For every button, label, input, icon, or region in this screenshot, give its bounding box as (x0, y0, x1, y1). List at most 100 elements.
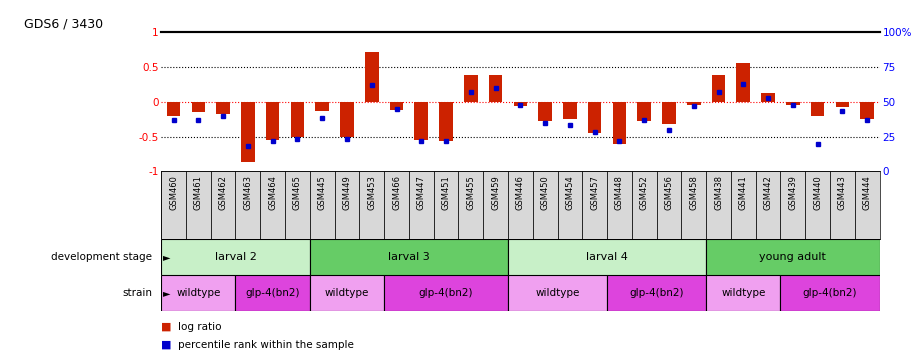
Bar (340, 102, 354, 136)
Bar (211, 171, 236, 239)
Bar (161, 239, 309, 275)
Text: GSM447: GSM447 (417, 175, 426, 210)
Text: GSM438: GSM438 (714, 175, 723, 210)
Bar (192, 102, 205, 112)
Bar (508, 275, 607, 311)
Text: glp-4(bn2): glp-4(bn2) (629, 288, 684, 298)
Bar (805, 171, 830, 239)
Text: GSM440: GSM440 (813, 175, 822, 210)
Bar (706, 239, 880, 275)
Text: ►: ► (163, 252, 170, 262)
Bar (532, 171, 557, 239)
Text: GSM441: GSM441 (739, 175, 748, 210)
Text: wildtype: wildtype (325, 288, 369, 298)
Bar (489, 75, 503, 102)
Bar (484, 171, 508, 239)
Bar (835, 102, 849, 107)
Text: GSM462: GSM462 (218, 175, 227, 210)
Bar (588, 102, 601, 133)
Text: glp-4(bn2): glp-4(bn2) (245, 288, 300, 298)
Text: larval 4: larval 4 (586, 252, 628, 262)
Bar (582, 171, 607, 239)
Text: wildtype: wildtype (535, 288, 579, 298)
Bar (241, 102, 255, 162)
Text: GSM449: GSM449 (343, 175, 352, 210)
Text: larval 3: larval 3 (388, 252, 430, 262)
Text: ■: ■ (161, 340, 171, 350)
Bar (756, 171, 780, 239)
Bar (632, 171, 657, 239)
Text: GSM458: GSM458 (689, 175, 698, 210)
Bar (786, 102, 799, 105)
Bar (810, 102, 824, 116)
Bar (186, 171, 211, 239)
Text: GSM443: GSM443 (838, 175, 847, 210)
Bar (236, 171, 261, 239)
Bar (514, 102, 527, 106)
Bar (384, 171, 409, 239)
Bar (780, 275, 880, 311)
Bar (309, 239, 508, 275)
Text: percentile rank within the sample: percentile rank within the sample (178, 340, 354, 350)
Bar (762, 94, 775, 102)
Bar (261, 171, 285, 239)
Text: GSM465: GSM465 (293, 175, 302, 210)
Bar (309, 275, 384, 311)
Text: GSM466: GSM466 (392, 175, 401, 210)
Text: young adult: young adult (760, 252, 826, 262)
Bar (161, 171, 186, 239)
Bar (359, 171, 384, 239)
Text: GDS6 / 3430: GDS6 / 3430 (24, 18, 103, 31)
Bar (637, 102, 651, 121)
Text: GSM445: GSM445 (318, 175, 327, 210)
Text: GSM442: GSM442 (764, 175, 773, 210)
Bar (365, 52, 379, 102)
Text: GSM453: GSM453 (367, 175, 377, 210)
Text: GSM464: GSM464 (268, 175, 277, 210)
Bar (607, 171, 632, 239)
Bar (434, 171, 459, 239)
Bar (712, 75, 726, 102)
Text: GSM459: GSM459 (491, 175, 500, 210)
Bar (459, 171, 484, 239)
Bar (390, 102, 403, 110)
Text: development stage: development stage (51, 252, 152, 262)
Text: ■: ■ (161, 322, 171, 332)
Bar (538, 102, 552, 121)
Text: GSM455: GSM455 (466, 175, 475, 210)
Text: GSM457: GSM457 (590, 175, 600, 210)
Bar (315, 102, 329, 111)
Text: GSM456: GSM456 (664, 175, 673, 210)
Bar (309, 171, 334, 239)
Bar (439, 102, 453, 141)
Bar (409, 171, 434, 239)
Text: ►: ► (163, 288, 170, 298)
Bar (384, 275, 508, 311)
Bar (780, 171, 805, 239)
Bar (557, 171, 582, 239)
Text: GSM446: GSM446 (516, 175, 525, 210)
Bar (216, 102, 230, 114)
Bar (285, 171, 309, 239)
Text: larval 2: larval 2 (215, 252, 256, 262)
Bar (161, 275, 236, 311)
Bar (860, 102, 874, 119)
Bar (236, 275, 309, 311)
Text: GSM448: GSM448 (615, 175, 624, 210)
Bar (612, 102, 626, 144)
Bar (563, 102, 577, 119)
Text: GSM452: GSM452 (640, 175, 648, 210)
Text: GSM454: GSM454 (565, 175, 575, 210)
Bar (682, 171, 706, 239)
Text: GSM460: GSM460 (169, 175, 178, 210)
Text: GSM450: GSM450 (541, 175, 550, 210)
Bar (607, 275, 706, 311)
Bar (737, 64, 750, 102)
Text: GSM451: GSM451 (441, 175, 450, 210)
Bar (657, 171, 682, 239)
Bar (706, 275, 780, 311)
Text: GSM444: GSM444 (863, 175, 871, 210)
Text: strain: strain (122, 288, 152, 298)
Text: wildtype: wildtype (721, 288, 765, 298)
Bar (464, 75, 478, 102)
